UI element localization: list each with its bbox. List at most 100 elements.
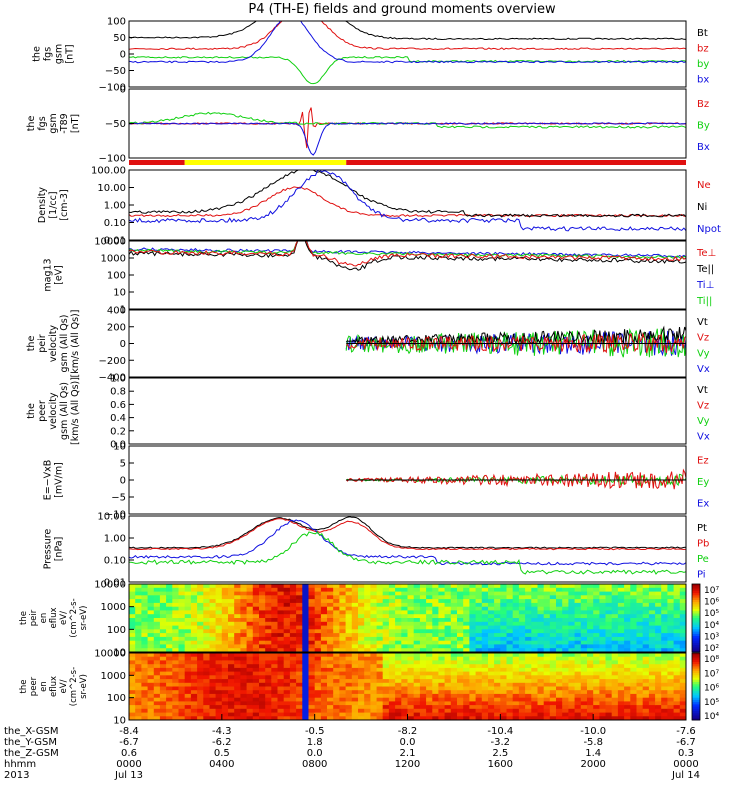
heatmap-cell (543, 591, 551, 596)
heatmap-cell (345, 660, 353, 665)
heatmap-cell (395, 618, 402, 623)
heatmap-cell (388, 629, 396, 634)
heatmap-cell (426, 667, 433, 673)
heatmap-cell (320, 636, 328, 642)
heatmap-cell (197, 664, 204, 669)
heatmap-cell (296, 697, 303, 702)
y-tick-label: 0 (120, 85, 126, 96)
heatmap-cell (141, 679, 149, 684)
heatmap-cell (475, 625, 483, 630)
heatmap-cell (283, 697, 291, 702)
heatmap-cell (401, 675, 409, 680)
heatmap-cell (141, 621, 149, 627)
heatmap-cell (376, 697, 384, 702)
heatmap-cell (543, 705, 551, 710)
heatmap-cell (593, 625, 600, 630)
heatmap-cell (457, 656, 464, 661)
heatmap-cell (289, 660, 297, 665)
heatmap-cell (221, 660, 229, 665)
heatmap-cell (432, 618, 440, 623)
heatmap-cell (673, 656, 681, 661)
heatmap-cell (426, 664, 433, 669)
heatmap-cell (617, 618, 625, 623)
heatmap-cell (246, 644, 254, 649)
heatmap-cell (184, 656, 192, 661)
heatmap-cell (494, 716, 501, 720)
heatmap-cell (624, 679, 631, 684)
heatmap-cell (277, 708, 285, 714)
heatmap-cell (388, 705, 396, 710)
heatmap-cell (234, 625, 241, 630)
heatmap-cell (531, 686, 539, 691)
series-lines (345, 468, 686, 490)
heatmap-cell (605, 690, 613, 695)
heatmap-cell (605, 693, 613, 699)
heatmap-cell (333, 648, 340, 652)
heatmap-cell (147, 606, 155, 612)
heatmap-cell (246, 675, 254, 680)
heatmap-cell (215, 648, 223, 652)
heatmap-cell (636, 614, 644, 619)
heatmap-cell (407, 660, 415, 665)
heatmap-cell (679, 656, 686, 661)
heatmap-cell (463, 690, 470, 695)
heatmap-cell (271, 625, 279, 630)
heatmap-cell (611, 587, 619, 593)
heatmap-cell (605, 653, 613, 658)
heatmap-cell (444, 686, 452, 691)
heatmap-cell (475, 712, 483, 717)
heatmap-cell (661, 644, 668, 649)
heatmap-cell (388, 636, 396, 642)
heatmap-cell (407, 599, 415, 604)
x-axis-value: -5.8 (583, 737, 603, 748)
heatmap-cell (370, 648, 378, 652)
heatmap-cell (190, 693, 198, 699)
heatmap-cell (624, 595, 631, 600)
heatmap-cell (147, 591, 155, 596)
heatmap-cell (673, 614, 681, 619)
heatmap-cell (500, 701, 508, 706)
y-axis-label: [nT] (65, 44, 76, 63)
heatmap-cell (525, 606, 532, 612)
heatmap-cell (382, 712, 390, 717)
heatmap-cell (506, 708, 514, 714)
heatmap-cell (611, 644, 619, 649)
heatmap-cell (376, 690, 384, 695)
heatmap-cell (475, 675, 483, 680)
heatmap-cell (345, 671, 353, 676)
heatmap-cell (358, 667, 365, 673)
heatmap-cell (593, 667, 600, 673)
heatmap-cell (426, 599, 433, 604)
heatmap-cell (463, 587, 470, 593)
heatmap-cell (537, 595, 545, 600)
heatmap-cell (401, 621, 409, 627)
heatmap-cell (407, 595, 415, 600)
heatmap-cell (463, 693, 470, 699)
heatmap-cell (172, 610, 180, 615)
heatmap-cell (153, 664, 161, 669)
heatmap-cell (506, 629, 514, 634)
heatmap-cell (339, 629, 347, 634)
heatmap-cell (388, 595, 396, 600)
by-residual-line (129, 111, 686, 129)
heatmap-cell (648, 644, 656, 649)
heatmap-cell (141, 640, 149, 646)
heatmap-cell (587, 648, 594, 652)
heatmap-cell (506, 705, 514, 710)
heatmap-cell (518, 591, 526, 596)
heatmap-cell (679, 679, 686, 684)
heatmap-cell (395, 686, 402, 691)
heatmap-cell (364, 664, 371, 669)
heatmap-cell (215, 621, 223, 627)
heatmap-cell (141, 682, 149, 688)
colorbar-step (692, 640, 700, 644)
y-tick-label: 1.0 (110, 374, 126, 385)
heatmap-cell (562, 633, 569, 638)
heatmap-cell (611, 656, 619, 661)
y-axis-label: the (19, 611, 29, 625)
heatmap-cell (395, 664, 402, 669)
heatmap-cell (469, 595, 477, 600)
heatmap-cell (308, 644, 316, 649)
heatmap-cell (648, 591, 656, 596)
heatmap-cell (358, 716, 365, 720)
